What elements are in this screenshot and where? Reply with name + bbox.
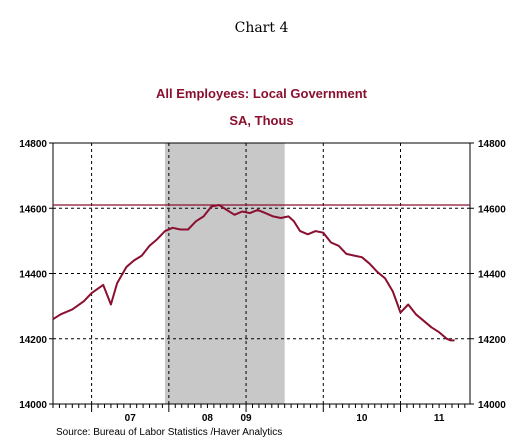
ytick-label-left-14600: 14600 (19, 204, 47, 215)
recession-shade (164, 143, 285, 404)
chart-subtitle: SA, Thous (229, 113, 294, 128)
ytick-label-left-14000: 14000 (19, 400, 47, 411)
ytick-label-left-14800: 14800 (19, 139, 47, 150)
ytick-label-left-14200: 14200 (19, 335, 47, 346)
xtick-label-10: 10 (356, 413, 368, 424)
ytick-label-left-14400: 14400 (19, 270, 47, 281)
ytick-label-right-14400: 14400 (478, 270, 506, 281)
xtick-label-08: 08 (202, 413, 214, 424)
ytick-label-right-14800: 14800 (478, 139, 506, 150)
chart-title: All Employees: Local Government (156, 86, 367, 101)
ytick-label-right-14000: 14000 (478, 400, 506, 411)
series-line (52, 204, 455, 342)
xtick-label-11: 11 (434, 413, 445, 424)
ytick-label-right-14600: 14600 (478, 204, 506, 215)
source-note: Source: Bureau of Labor Statistics /Have… (56, 427, 283, 438)
xtick-label-07: 07 (125, 413, 137, 424)
chart-number: Chart 4 (234, 20, 289, 36)
xtick-label-09: 09 (240, 413, 252, 424)
ytick-label-right-14200: 14200 (478, 335, 506, 346)
